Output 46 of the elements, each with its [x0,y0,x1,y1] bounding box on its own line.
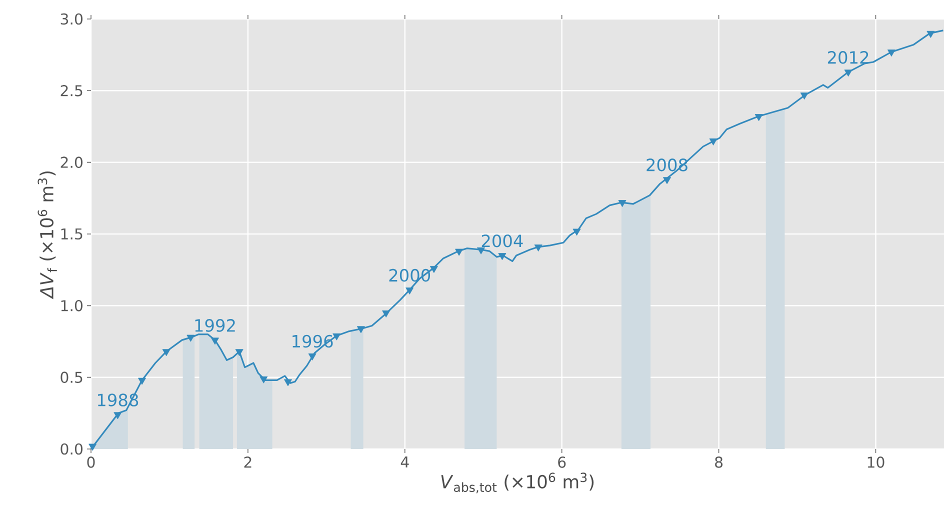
point [382,310,390,318]
point [572,228,581,236]
point [235,349,244,356]
y-tick-label: 2.0 [60,156,82,168]
x-tick-label: 6 [558,456,566,468]
point [887,50,896,57]
point [162,349,170,356]
x-axis-title: V$_{abs,tot}$ (×10$^{6}$ m$^{3}$) [441,472,594,494]
point [356,326,365,334]
annotation: 1992 [195,319,235,332]
point [138,378,146,385]
y-tick-label: 0.0 [60,443,82,455]
annotation: 2004 [482,234,523,248]
point [844,70,852,77]
point [114,412,122,420]
point [498,253,506,260]
x-tick-label: 8 [715,456,723,468]
x-tick-label: 2 [244,456,252,468]
point [926,30,935,38]
x-tick-label: 0 [87,456,95,468]
point [455,248,464,256]
point [210,338,219,345]
point [332,333,341,340]
point [406,288,414,294]
y-tick-label: 2.5 [60,85,82,96]
y-tick-label: 0.5 [60,372,82,383]
point [477,247,486,254]
y-tick-label: 1.5 [61,228,82,240]
point [663,177,671,184]
point [186,334,195,342]
x-tick-label: 4 [400,456,409,468]
x-tick-label: 10 [868,456,884,468]
point [709,138,718,146]
point [754,114,763,122]
y-axis-title: ΔV$_{f}$ (×10$^{6}$ m$^{3}$) [38,171,57,300]
point [88,444,97,451]
point [534,244,542,252]
point [800,92,808,100]
point [284,379,292,386]
y-tick-label: 3.0 [60,13,82,25]
point [308,353,316,360]
point [430,266,438,273]
point [618,200,626,208]
y-tick-label: 1.0 [61,300,82,312]
point [260,376,268,384]
annotation: 2012 [828,51,868,64]
